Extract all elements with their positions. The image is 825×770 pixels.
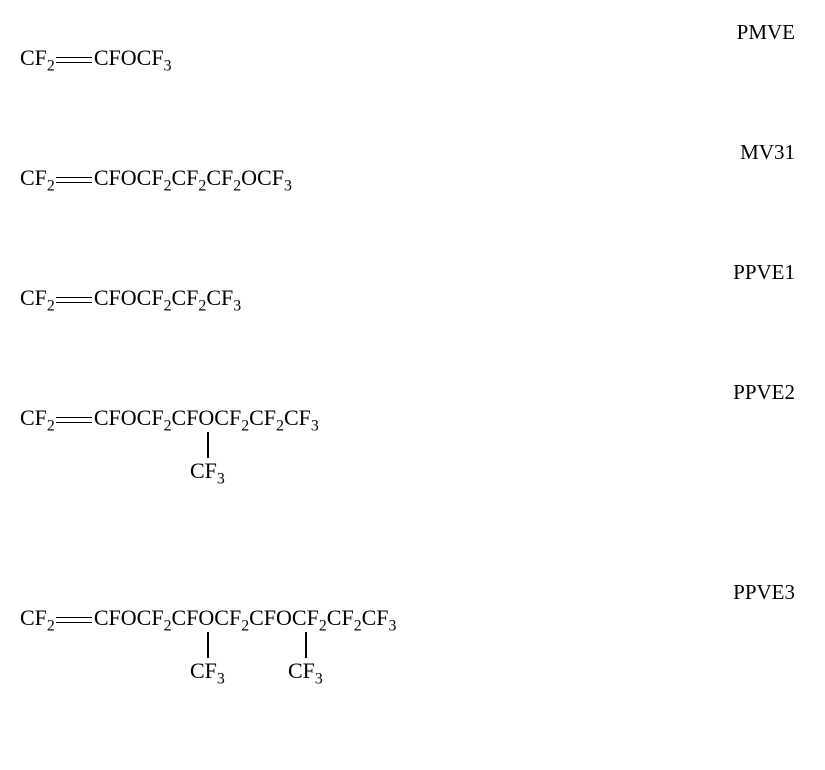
compound-formula-mv31: CF2 CFOCF2CF2CF2OCF3: [20, 165, 292, 191]
compound-formula-ppve2: CF2 CFOCF2CFOCF2CF2CF3: [20, 405, 319, 431]
branch-group-ppve2-0: CF3: [190, 458, 225, 484]
compound-label-mv31: MV31: [740, 140, 795, 165]
formula-lhs: CF2: [20, 405, 55, 430]
formula-lhs: CF2: [20, 165, 55, 190]
double-bond-icon: [56, 417, 92, 424]
compound-label-ppve2: PPVE2: [733, 380, 795, 405]
compound-label-pmve: PMVE: [737, 20, 795, 45]
branch-group-ppve3-0: CF3: [190, 658, 225, 684]
branch-group-ppve3-1: CF3: [288, 658, 323, 684]
compound-formula-ppve1: CF2 CFOCF2CF2CF3: [20, 285, 241, 311]
compound-label-ppve1: PPVE1: [733, 260, 795, 285]
formula-rhs: CFOCF3: [94, 45, 172, 70]
formula-lhs: CF2: [20, 45, 55, 70]
formula-rhs: CFOCF2CFOCF2CF2CF3: [94, 405, 319, 430]
formula-rhs: CFOCF2CF2CF3: [94, 285, 241, 310]
double-bond-icon: [56, 617, 92, 624]
formula-lhs: CF2: [20, 285, 55, 310]
branch-bond-icon: [207, 632, 209, 658]
branch-bond-icon: [207, 432, 209, 458]
compound-label-ppve3: PPVE3: [733, 580, 795, 605]
formula-lhs: CF2: [20, 605, 55, 630]
double-bond-icon: [56, 57, 92, 64]
double-bond-icon: [56, 297, 92, 304]
formula-rhs: CFOCF2CFOCF2CFOCF2CF2CF3: [94, 605, 397, 630]
compound-formula-pmve: CF2 CFOCF3: [20, 45, 171, 71]
double-bond-icon: [56, 177, 92, 184]
branch-bond-icon: [305, 632, 307, 658]
compound-formula-ppve3: CF2 CFOCF2CFOCF2CFOCF2CF2CF3: [20, 605, 396, 631]
formula-rhs: CFOCF2CF2CF2OCF3: [94, 165, 292, 190]
